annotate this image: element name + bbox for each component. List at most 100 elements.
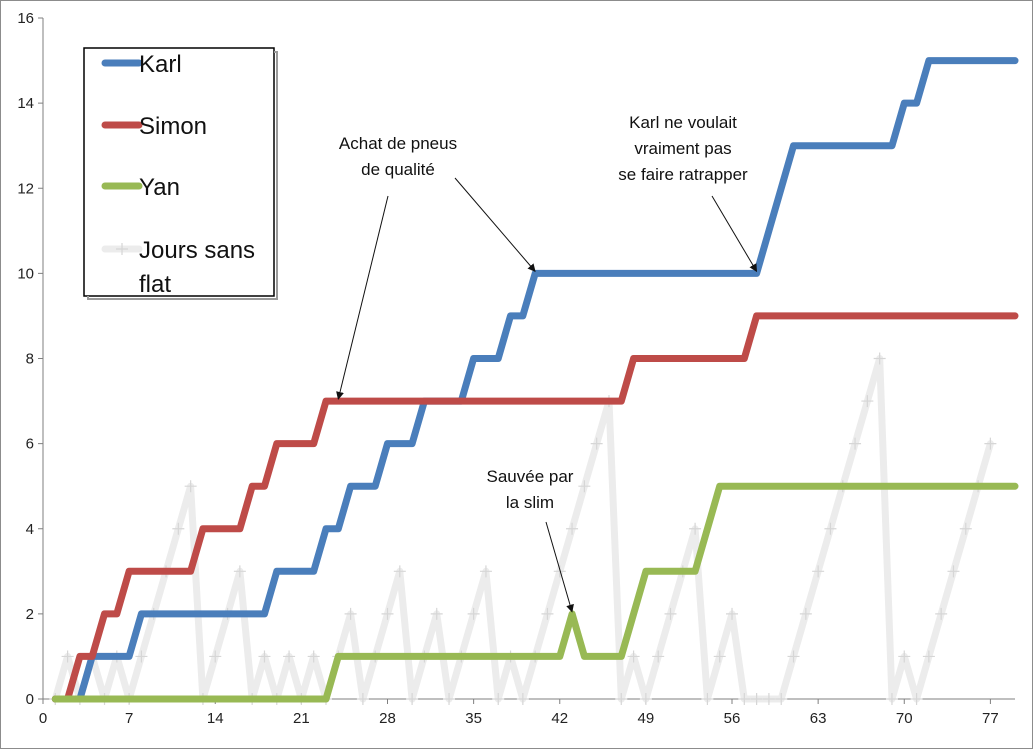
legend-label: Jours sans (139, 237, 255, 264)
series-point-jours-sans-flat (799, 607, 812, 620)
y-tick-label: 0 (26, 691, 34, 708)
legend-label: Simon (139, 113, 207, 140)
series-point-jours-sans-flat (615, 693, 628, 705)
series-point-jours-sans-flat (590, 437, 603, 450)
legend-item: Jours sans flat (101, 237, 255, 298)
y-tick-label: 14 (17, 95, 34, 112)
y-tick-label: 10 (17, 265, 34, 282)
series-point-jours-sans-flat (344, 607, 357, 620)
series-point-jours-sans-flat (209, 650, 222, 663)
series-point-jours-sans-flat (873, 352, 886, 365)
series-point-jours-sans-flat (947, 565, 960, 578)
annotation-arrow (336, 195, 389, 400)
legend-box (83, 47, 275, 297)
legend: Karl Simon Yan Jours sans flat (83, 47, 278, 300)
legend-label: Karl (139, 51, 182, 78)
series-point-jours-sans-flat (750, 693, 763, 705)
series-point-jours-sans-flat (849, 437, 862, 450)
x-tick-label: 7 (125, 710, 133, 727)
annotation-arrow (545, 521, 574, 613)
series-point-jours-sans-flat (689, 522, 702, 535)
legend-item: Karl (101, 51, 182, 78)
series-point-jours-sans-flat (959, 522, 972, 535)
series-point-jours-sans-flat (541, 607, 554, 620)
x-tick-label: 77 (982, 710, 999, 727)
x-tick-label: 63 (810, 710, 827, 727)
series-point-jours-sans-flat (652, 650, 665, 663)
series-line-yan (51, 482, 1019, 703)
annotation-arrow (711, 195, 758, 273)
legend-item: Simon (101, 113, 207, 140)
x-tick-label: 0 (39, 710, 47, 727)
x-tick-label: 42 (551, 710, 568, 727)
annotation: Achat de pneus de qualité (336, 134, 536, 400)
legend-label: Yan (139, 174, 180, 201)
annotation-text: vraiment pas (634, 139, 731, 158)
series-line-simon (51, 312, 1019, 703)
series-point-jours-sans-flat (664, 607, 677, 620)
series-point-jours-sans-flat (381, 607, 394, 620)
x-tick-label: 21 (293, 710, 310, 727)
series-point-jours-sans-flat (443, 693, 456, 705)
series-point-jours-sans-flat (406, 693, 419, 705)
annotation-text: Achat de pneus (339, 134, 457, 153)
series-point-jours-sans-flat (726, 607, 739, 620)
series-point-jours-sans-flat (898, 650, 911, 663)
series-point-jours-sans-flat (922, 650, 935, 663)
series-point-jours-sans-flat (172, 522, 185, 535)
legend-item: Yan (101, 174, 180, 201)
series-point-jours-sans-flat (738, 693, 751, 705)
series-point-jours-sans-flat (885, 693, 898, 705)
series-point-jours-sans-flat (492, 693, 505, 705)
series-point-jours-sans-flat (61, 650, 74, 663)
annotation-arrow (454, 177, 536, 272)
series-point-jours-sans-flat (307, 650, 320, 663)
legend-shadow (87, 51, 278, 300)
series-point-jours-sans-flat (701, 693, 714, 705)
annotation: Sauvée par la slim (487, 467, 574, 613)
y-tick-label: 8 (26, 351, 34, 368)
series-point-jours-sans-flat (578, 480, 591, 493)
series-point-jours-sans-flat (479, 565, 492, 578)
annotation-text: se faire ratrapper (618, 165, 748, 184)
x-tick-label: 49 (638, 710, 655, 727)
series-point-jours-sans-flat (935, 607, 948, 620)
series-point-jours-sans-flat (467, 607, 480, 620)
series-point-jours-sans-flat (356, 693, 369, 705)
y-tick-label: 16 (17, 10, 34, 27)
x-tick-label: 28 (379, 710, 396, 727)
series-point-jours-sans-flat (627, 650, 640, 663)
x-tick-label: 70 (896, 710, 913, 727)
series-point-jours-sans-flat (233, 565, 246, 578)
series-point-jours-sans-flat (184, 480, 197, 493)
x-tick-label: 14 (207, 710, 224, 727)
series-point-jours-sans-flat (393, 565, 406, 578)
annotation: Karl ne voulait vraiment pas se faire ratr… (618, 113, 758, 273)
series-point-jours-sans-flat (430, 607, 443, 620)
series-point-jours-sans-flat (984, 437, 997, 450)
series-line-jours-sans-flat (51, 355, 994, 703)
y-tick-label: 6 (26, 436, 34, 453)
series-point-jours-sans-flat (812, 565, 825, 578)
series-point-jours-sans-flat (713, 650, 726, 663)
series-point-jours-sans-flat (824, 522, 837, 535)
legend-label: flat (139, 271, 171, 298)
series-point-jours-sans-flat (283, 650, 296, 663)
series-point-jours-sans-flat (135, 650, 148, 663)
x-tick-label: 56 (724, 710, 741, 727)
series-point-jours-sans-flat (566, 522, 579, 535)
legend-marker (116, 243, 128, 255)
series-line-karl (51, 57, 1019, 703)
y-tick-label: 2 (26, 606, 34, 623)
series-layer (49, 57, 1019, 705)
series-point-jours-sans-flat (910, 693, 923, 705)
series-point-jours-sans-flat (775, 693, 788, 705)
series-point-jours-sans-flat (553, 565, 566, 578)
y-tick-label: 12 (17, 180, 34, 197)
x-tick-label: 35 (465, 710, 482, 727)
series-point-jours-sans-flat (258, 650, 271, 663)
series-point-jours-sans-flat (516, 693, 529, 705)
annotation-text: Sauvée par (487, 467, 574, 486)
series-point-jours-sans-flat (639, 693, 652, 705)
